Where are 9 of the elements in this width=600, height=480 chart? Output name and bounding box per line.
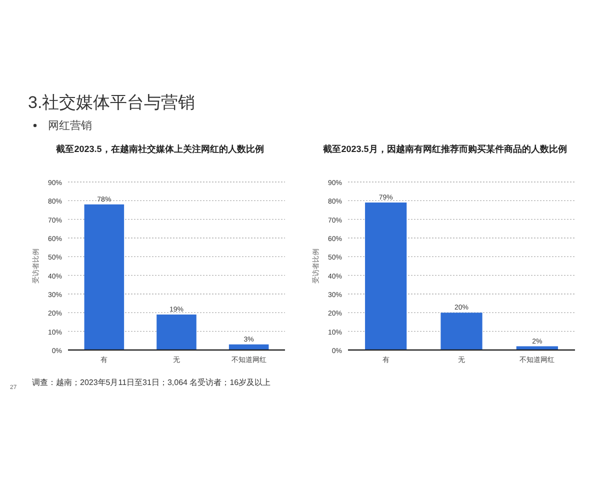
bar: [440, 312, 482, 350]
text: 网红营销: [48, 119, 92, 132]
bar: [365, 202, 407, 350]
bar: [156, 314, 196, 350]
text: 3.社交媒体平台与营销: [28, 93, 196, 112]
chart-title: 截至2023.5，在越南社交媒体上关注网红的人数比例: [55, 144, 264, 154]
text: 调查：越南；2023年5月11日至31日；3,064 名受访者；16岁及以上: [32, 378, 271, 387]
bar: [84, 204, 124, 350]
chart-title: 截至2023.5月，因越南有网红推荐而购买某件商品的人数比例: [322, 144, 567, 154]
